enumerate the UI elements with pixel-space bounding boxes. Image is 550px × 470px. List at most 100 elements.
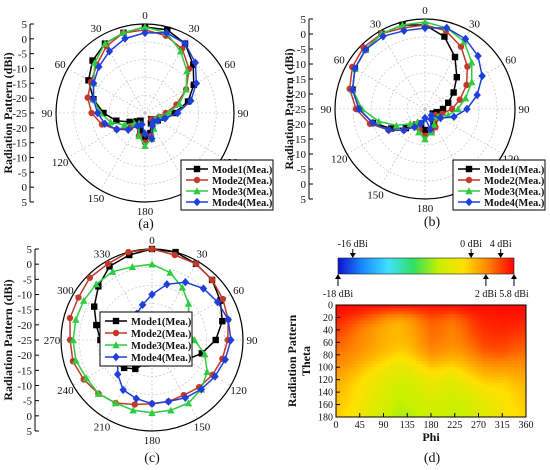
heatmap-cell (346, 364, 350, 368)
heatmap-cell (412, 320, 417, 325)
heatmap-cell (496, 404, 500, 409)
data-point (119, 29, 128, 36)
data-point (125, 248, 132, 256)
heatmap-cell (466, 323, 470, 328)
heatmap-cell (382, 336, 387, 340)
heatmap-cell (379, 364, 384, 368)
heatmap-cell (366, 373, 370, 377)
heatmap-cell (412, 410, 417, 415)
heatmap-cell (369, 320, 374, 325)
heatmap-cell (419, 311, 424, 315)
heatmap-cell (492, 382, 497, 387)
heatmap-cell (386, 308, 390, 312)
heatmap-cell (406, 339, 410, 343)
data-point (478, 71, 486, 81)
heatmap-cell (376, 404, 380, 409)
heatmap-cell (392, 395, 397, 399)
heatmap-cell (386, 317, 390, 321)
heatmap-cell (372, 357, 377, 362)
heatmap-cell (412, 385, 417, 390)
heatmap-cell (482, 317, 487, 321)
heatmap-cell (392, 389, 397, 393)
data-point (219, 317, 226, 325)
heatmap-cell (472, 320, 477, 325)
heatmap-cell (442, 329, 447, 334)
heatmap-cell (422, 339, 427, 343)
heatmap-cell (479, 320, 484, 325)
data-point (190, 61, 197, 68)
heatmap-cell (449, 323, 454, 328)
heatmap-cell (442, 373, 447, 377)
heatmap-cell (352, 323, 357, 328)
heatmap-cell (482, 329, 487, 334)
heatmap-cell (479, 395, 484, 399)
angle-tick-label: 90 (519, 104, 531, 116)
data-point (148, 134, 156, 143)
heatmap-cell (369, 317, 374, 321)
heatmap-cell (476, 379, 480, 384)
heatmap-cell (429, 404, 434, 409)
heatmap-cell (392, 376, 397, 381)
grid-spoke (144, 112, 223, 158)
heatmap-cell (436, 379, 440, 384)
heatmap-cell (386, 342, 390, 346)
heatmap-cell (519, 320, 524, 325)
angle-tick-label: 270 (44, 335, 61, 347)
heatmap-cell (516, 305, 520, 309)
heatmap-cell (432, 407, 437, 412)
heatmap-cell (346, 354, 350, 359)
heatmap-cell (379, 389, 384, 393)
heatmap-cell (389, 385, 394, 390)
heatmap-cell (369, 333, 374, 337)
heatmap-cell (409, 413, 414, 418)
angle-tick-label: 60 (224, 59, 236, 71)
data-point (351, 64, 359, 73)
heatmap-cell (496, 357, 500, 362)
heatmap-cell (496, 361, 500, 365)
heatmap-cell (506, 351, 510, 356)
heatmap-cell (449, 395, 454, 399)
heatmap-cell (369, 348, 374, 353)
heatmap-cell (336, 395, 340, 399)
heatmap-cell (512, 389, 517, 393)
heatmap-cell (392, 373, 397, 377)
heatmap-cell (499, 348, 504, 353)
heatmap-cell (342, 333, 347, 337)
heatmap-cell (512, 376, 517, 381)
heatmap-cell (416, 339, 420, 343)
heatmap-cell (479, 348, 484, 353)
heatmap-cell (509, 382, 514, 387)
heatmap-cell (492, 389, 497, 393)
heatmap-cell (422, 364, 427, 368)
heatmap-cell (432, 351, 437, 356)
heatmap-cell (336, 373, 340, 377)
heatmap-cell (459, 320, 464, 325)
heatmap-cell (456, 329, 460, 334)
heatmap-cell (336, 367, 340, 371)
heatmap-cell (442, 407, 447, 412)
heatmap-cell (506, 354, 510, 359)
heatmap-cell (482, 407, 487, 412)
heatmap-cell (339, 342, 344, 346)
heatmap-cell (509, 320, 514, 325)
heatmap-cell (466, 357, 470, 362)
heatmap-cell (386, 345, 390, 349)
heatmap-cell (482, 348, 487, 353)
heatmap-cell (469, 323, 474, 328)
heatmap-cell (342, 345, 347, 349)
heatmap-cell (429, 410, 434, 415)
heatmap-cell (506, 345, 510, 349)
heatmap-cell (339, 364, 344, 368)
legend-marker (465, 176, 473, 184)
heatmap-cell (429, 364, 434, 368)
heatmap-cell (402, 367, 407, 371)
heatmap-cell (509, 357, 514, 362)
heatmap-cell (439, 401, 444, 405)
heatmap-cell (399, 385, 404, 390)
heatmap-cell (399, 367, 404, 371)
panel-label: (b) (424, 215, 441, 230)
y-tick-label: 0 (328, 301, 333, 312)
heatmap-cell (359, 320, 364, 325)
grid-spoke (144, 112, 190, 191)
heatmap-cell (412, 314, 417, 318)
